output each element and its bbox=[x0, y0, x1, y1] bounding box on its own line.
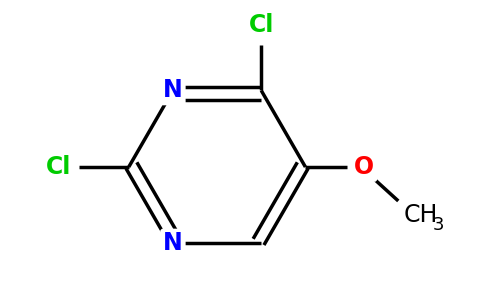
Text: 3: 3 bbox=[432, 216, 444, 234]
Text: Cl: Cl bbox=[46, 155, 71, 179]
Text: CH: CH bbox=[404, 202, 439, 226]
Text: N: N bbox=[163, 232, 183, 256]
Text: Cl: Cl bbox=[249, 13, 274, 37]
Text: N: N bbox=[163, 79, 183, 103]
Text: O: O bbox=[354, 155, 374, 179]
